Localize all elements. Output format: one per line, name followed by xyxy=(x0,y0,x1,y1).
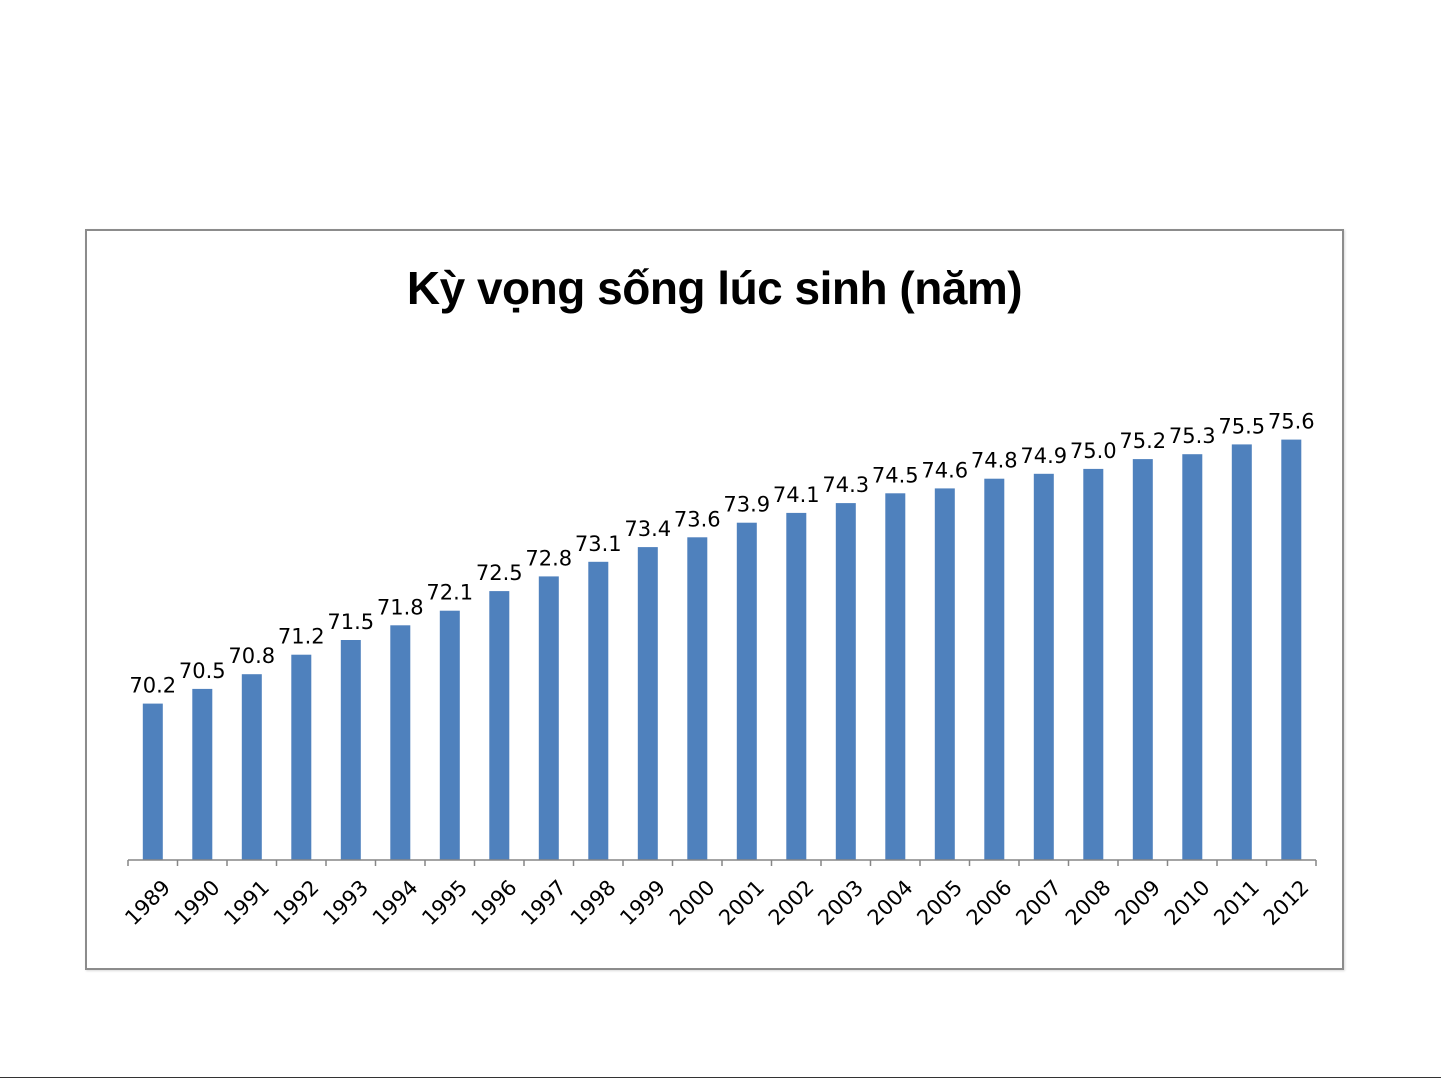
x-tick-label-1996: 1996 xyxy=(467,875,522,930)
value-label-1996: 72.5 xyxy=(476,561,523,585)
x-tick-label-2012: 2012 xyxy=(1259,875,1314,930)
x-tick-label-1989: 1989 xyxy=(120,875,175,930)
value-label-1993: 71.5 xyxy=(327,610,374,634)
x-tick-label-2011: 2011 xyxy=(1209,875,1264,930)
bar-2008 xyxy=(1083,468,1104,860)
value-label-1999: 73.4 xyxy=(624,517,671,541)
value-label-1998: 73.1 xyxy=(575,532,622,556)
bar-1997 xyxy=(538,576,559,860)
bar-1992 xyxy=(291,654,312,860)
x-tick-label-2005: 2005 xyxy=(912,875,967,930)
value-label-2010: 75.3 xyxy=(1169,424,1216,448)
bar-1989 xyxy=(142,703,163,860)
x-tick-label-2004: 2004 xyxy=(863,875,918,930)
value-label-2009: 75.2 xyxy=(1119,429,1166,453)
value-labels-layer: 70.270.570.871.271.571.872.172.572.873.1… xyxy=(129,410,1314,698)
value-label-2001: 73.9 xyxy=(723,493,770,517)
value-label-1997: 72.8 xyxy=(525,546,572,570)
bar-2011 xyxy=(1231,444,1252,860)
slide-bottom-rule xyxy=(0,1077,1441,1078)
x-axis xyxy=(127,859,1317,866)
bar-2010 xyxy=(1182,454,1203,860)
x-tick-label-2008: 2008 xyxy=(1061,875,1116,930)
x-tick-label-2010: 2010 xyxy=(1160,875,1215,930)
x-tick-label-2001: 2001 xyxy=(714,875,769,930)
x-tick-label-1993: 1993 xyxy=(318,875,373,930)
bar-1999 xyxy=(637,547,658,860)
x-tick-label-1994: 1994 xyxy=(368,875,423,930)
bar-2003 xyxy=(835,503,856,860)
bars-layer xyxy=(142,439,1302,860)
value-label-1994: 71.8 xyxy=(377,595,424,619)
value-label-1992: 71.2 xyxy=(278,625,325,649)
value-label-2005: 74.6 xyxy=(921,458,968,482)
x-tick-label-2006: 2006 xyxy=(962,875,1017,930)
x-tick-label-1999: 1999 xyxy=(615,875,670,930)
x-tick-label-2007: 2007 xyxy=(1011,875,1066,930)
bar-2001 xyxy=(736,522,757,860)
bar-1991 xyxy=(241,674,262,860)
x-tick-label-2003: 2003 xyxy=(813,875,868,930)
x-tick-labels: 1989199019911992199319941995199619971998… xyxy=(120,875,1313,930)
x-tick-label-2002: 2002 xyxy=(764,875,819,930)
value-label-2000: 73.6 xyxy=(674,507,721,531)
value-label-2002: 74.1 xyxy=(773,483,820,507)
bar-1994 xyxy=(390,625,411,860)
x-tick-label-2009: 2009 xyxy=(1110,875,1165,930)
value-label-2003: 74.3 xyxy=(822,473,869,497)
bar-1996 xyxy=(489,591,510,860)
x-tick-label-1995: 1995 xyxy=(417,875,472,930)
bar-2009 xyxy=(1132,459,1153,860)
bar-2006 xyxy=(984,478,1005,860)
x-tick-label-2000: 2000 xyxy=(665,875,720,930)
x-tick-label-1998: 1998 xyxy=(566,875,621,930)
value-label-1995: 72.1 xyxy=(426,581,473,605)
x-tick-label-1997: 1997 xyxy=(516,875,571,930)
value-label-2012: 75.6 xyxy=(1268,410,1315,434)
value-label-1991: 70.8 xyxy=(228,644,275,668)
bar-2004 xyxy=(885,493,906,860)
value-label-1989: 70.2 xyxy=(129,674,176,698)
value-label-2007: 74.9 xyxy=(1020,444,1067,468)
bar-2000 xyxy=(687,537,708,860)
chart-title: Kỳ vọng sống lúc sinh (năm) xyxy=(406,262,1023,314)
value-label-2004: 74.5 xyxy=(872,463,919,487)
x-tick-label-1991: 1991 xyxy=(219,875,274,930)
value-label-2008: 75.0 xyxy=(1070,439,1117,463)
bar-2012 xyxy=(1281,439,1302,860)
bar-1995 xyxy=(439,610,460,860)
bar-2005 xyxy=(934,488,955,860)
bar-2007 xyxy=(1033,473,1054,860)
value-label-2011: 75.5 xyxy=(1218,414,1265,438)
x-tick-label-1992: 1992 xyxy=(269,875,324,930)
value-label-2006: 74.8 xyxy=(971,449,1018,473)
bar-1998 xyxy=(588,561,609,860)
bar-1990 xyxy=(192,688,213,860)
x-tick-label-1990: 1990 xyxy=(170,875,225,930)
bar-1993 xyxy=(340,640,361,860)
bar-2002 xyxy=(786,512,807,860)
value-label-1990: 70.5 xyxy=(179,659,226,683)
